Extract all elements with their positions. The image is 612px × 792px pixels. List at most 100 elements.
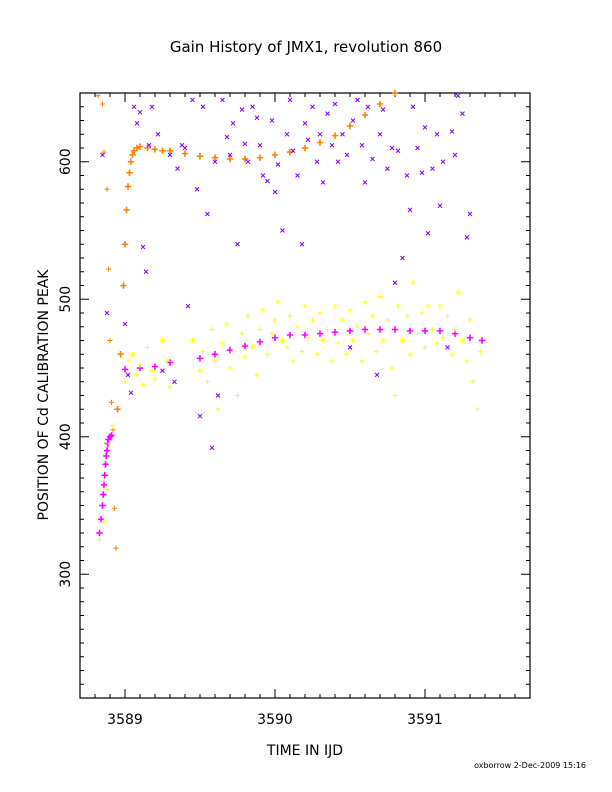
data-point <box>113 545 119 551</box>
data-point <box>230 120 236 126</box>
y-tick-label: 300 <box>58 561 74 588</box>
data-point <box>190 97 195 103</box>
data-point <box>350 337 356 344</box>
data-point <box>275 299 281 305</box>
data-point <box>320 180 326 185</box>
data-point <box>167 384 173 390</box>
data-point <box>392 392 398 399</box>
data-point <box>354 324 361 330</box>
data-point <box>124 183 132 190</box>
data-point <box>302 303 308 309</box>
data-point <box>335 159 341 165</box>
data-point <box>125 372 131 378</box>
data-point <box>429 326 436 333</box>
data-point <box>421 327 429 335</box>
data-point <box>272 189 278 195</box>
data-point <box>196 355 204 362</box>
data-point <box>437 303 443 309</box>
data-point <box>271 334 279 341</box>
data-point <box>271 151 279 159</box>
data-point <box>320 337 326 344</box>
data-point <box>414 331 421 337</box>
data-point <box>212 159 218 165</box>
data-point <box>329 358 335 364</box>
data-point <box>335 340 341 346</box>
data-point <box>440 159 446 165</box>
data-point <box>474 406 481 412</box>
data-point <box>245 313 251 319</box>
data-point <box>314 159 320 165</box>
series-high-peak-scatter <box>95 93 119 551</box>
data-point <box>209 445 215 451</box>
data-point <box>467 211 473 217</box>
data-point <box>245 159 251 165</box>
data-point <box>99 101 106 107</box>
data-point <box>365 104 371 110</box>
data-point <box>128 390 134 396</box>
data-point <box>410 280 416 286</box>
data-point <box>284 344 290 350</box>
data-point <box>464 358 470 364</box>
data-point <box>144 344 151 350</box>
data-point <box>374 372 380 378</box>
data-point <box>346 327 354 335</box>
data-point <box>182 145 188 151</box>
data-point <box>380 337 386 344</box>
data-point <box>309 317 316 323</box>
data-point <box>134 372 140 378</box>
data-point <box>140 381 146 388</box>
data-point <box>346 122 354 130</box>
data-point <box>215 393 221 398</box>
data-point <box>269 331 275 337</box>
series-outliers <box>100 93 473 451</box>
data-point <box>331 132 339 139</box>
data-point <box>122 321 128 327</box>
data-point <box>344 152 350 158</box>
data-point <box>129 351 136 357</box>
y-tick-label: 500 <box>58 286 74 313</box>
data-point <box>152 376 158 382</box>
data-point <box>140 244 146 250</box>
data-point <box>121 241 129 248</box>
data-point <box>299 348 305 355</box>
data-point <box>260 307 266 313</box>
data-point <box>444 313 451 319</box>
data-point <box>369 313 376 319</box>
data-point <box>254 372 260 378</box>
data-point <box>279 337 286 344</box>
data-point <box>212 358 218 364</box>
data-point <box>250 104 255 110</box>
data-point <box>422 344 428 350</box>
data-point <box>317 310 323 316</box>
y-tick-label: 400 <box>58 423 74 450</box>
data-point <box>114 406 121 413</box>
data-point <box>407 207 413 213</box>
data-point <box>290 148 296 154</box>
data-point <box>96 537 103 543</box>
chart-title: Gain History of JMX1, revolution 860 <box>170 38 442 56</box>
data-point <box>160 368 165 374</box>
data-point <box>102 461 109 468</box>
data-point <box>123 206 130 214</box>
data-point <box>477 348 484 355</box>
data-point <box>264 351 271 357</box>
data-point <box>339 317 346 323</box>
series-main-peak-scatter <box>96 280 484 543</box>
x-tick-label: 3591 <box>407 712 443 728</box>
data-point <box>104 310 110 316</box>
data-point <box>200 104 206 110</box>
data-point <box>196 153 204 160</box>
y-axis: 300 400 500 600 <box>58 92 530 685</box>
data-point <box>460 111 465 116</box>
data-point <box>332 303 338 309</box>
data-point <box>137 362 143 368</box>
data-point <box>107 337 113 344</box>
data-point <box>97 516 105 523</box>
data-point <box>205 211 210 217</box>
data-point <box>172 379 177 385</box>
data-point <box>239 331 245 337</box>
data-point <box>301 331 309 339</box>
data-point <box>389 365 395 371</box>
data-point <box>103 447 111 454</box>
